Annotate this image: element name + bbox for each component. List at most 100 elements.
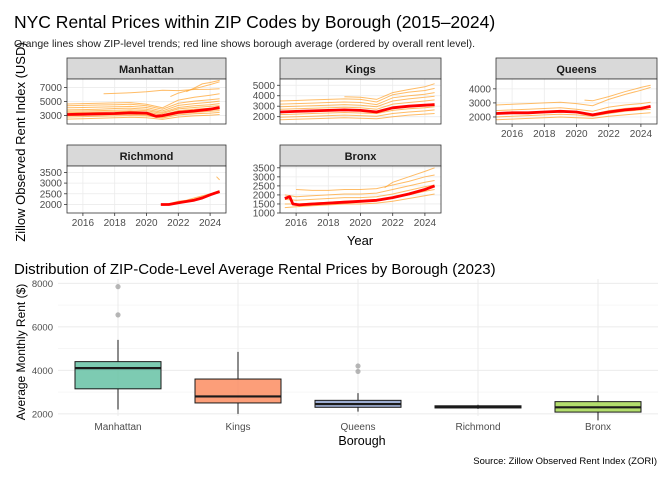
zip-trend-line xyxy=(344,83,435,100)
box-outlier-point xyxy=(115,284,121,290)
boxplot-y-tick-label: 2000 xyxy=(32,409,53,420)
facet-strip-label: Manhattan xyxy=(119,64,174,76)
facet-panel-queens: Queens 2000 3000 4000 2016 2018 2020 2022 2024 xyxy=(469,57,658,140)
zip-trend-line xyxy=(186,79,220,93)
facet-x-tick-label: 2020 xyxy=(135,218,158,229)
box-iqr xyxy=(194,378,282,404)
borough-average-line xyxy=(66,106,220,118)
zip-trend-line xyxy=(66,114,220,120)
boxplot-x-tick-label: Richmond xyxy=(455,422,500,433)
facet-x-axis-label: Year xyxy=(347,233,374,248)
facet-strip-label: Kings xyxy=(345,64,376,76)
facet-x-tick-label: 2024 xyxy=(414,218,437,229)
zip-trend-line xyxy=(279,106,435,116)
borough-average-line xyxy=(160,190,221,206)
source-caption: Source: Zillow Observed Rent Index (ZORI… xyxy=(473,456,657,467)
facet-y-tick-label: 4000 xyxy=(253,91,276,102)
zip-trend-line xyxy=(584,84,651,102)
facet-strip-label: Richmond xyxy=(120,151,174,163)
box-outlier-point xyxy=(355,368,361,375)
facet-panel-manhattan: Manhattan 3000 5000 7000 xyxy=(40,57,227,125)
borough-average-line xyxy=(495,105,651,117)
facet-y-tick-label: 3000 xyxy=(40,179,63,190)
facet-x-tick-label: 2018 xyxy=(533,129,556,140)
zip-trend-line xyxy=(279,109,435,118)
boxplot-y-tick-label: 4000 xyxy=(32,366,53,377)
facet-chart-title: NYC Rental Prices within ZIP Codes by Bo… xyxy=(14,12,495,32)
boxplot-x-tick-label: Queens xyxy=(340,422,375,433)
zip-trend-line xyxy=(66,105,220,115)
box-iqr xyxy=(74,361,162,390)
boxplot-y-axis-label: Average Monthly Rent ($) xyxy=(14,284,28,421)
facet-y-tick-label: 7000 xyxy=(40,83,63,94)
facet-panel-border xyxy=(279,78,442,125)
facet-y-tick-label: 2000 xyxy=(253,112,276,123)
facet-strip-label: Bronx xyxy=(345,151,378,163)
facet-x-tick-label: 2022 xyxy=(382,218,405,229)
zip-trend-line xyxy=(279,92,435,106)
zip-trend-line xyxy=(103,88,220,95)
zip-trend-line xyxy=(66,98,220,110)
facet-y-tick-label: 2500 xyxy=(253,181,276,192)
box-outlier-point xyxy=(115,312,121,318)
facet-y-tick-label: 1000 xyxy=(253,209,276,220)
zip-trend-line xyxy=(296,174,435,191)
zip-trend-line xyxy=(279,87,435,103)
facet-x-tick-label: 2016 xyxy=(501,129,524,140)
box-manhattan: Manhattan xyxy=(74,284,162,433)
box-richmond: Richmond xyxy=(434,404,522,433)
facet-y-tick-label: 3000 xyxy=(253,102,276,113)
facet-chart-subtitle: Orange lines show ZIP-level trends; red … xyxy=(14,38,475,50)
facet-x-tick-label: 2018 xyxy=(317,218,340,229)
zip-trend-line xyxy=(170,81,220,98)
facet-y-tick-label: 3000 xyxy=(40,111,63,122)
box-kings: Kings xyxy=(194,351,282,433)
borough-average-line xyxy=(284,184,436,207)
zip-trend-line xyxy=(495,86,651,107)
boxplot-title: Distribution of ZIP-Code-Level Average R… xyxy=(14,261,496,278)
facet-y-tick-label: 2500 xyxy=(40,189,63,200)
boxplot-y-tick-label: 6000 xyxy=(32,322,53,333)
facet-y-tick-label: 1500 xyxy=(253,199,276,210)
zip-trend-line xyxy=(284,193,435,209)
facet-y-tick-label: 5000 xyxy=(40,97,63,108)
boxplot-panel: 2000 4000 6000 8000 Manhattan Kings Queens Rich… xyxy=(32,279,658,433)
boxplot-x-tick-label: Bronx xyxy=(585,422,611,433)
facet-y-tick-label: 3000 xyxy=(469,98,492,109)
zip-trend-line xyxy=(495,101,651,112)
facet-y-tick-label: 2000 xyxy=(40,200,63,211)
box-queens: Queens xyxy=(314,363,402,433)
facet-x-tick-label: 2022 xyxy=(167,218,190,229)
facet-y-tick-label: 3500 xyxy=(253,163,276,174)
zip-trend-line xyxy=(284,184,435,201)
boxplot-y-tick-label: 8000 xyxy=(32,279,53,290)
zip-trend-line xyxy=(384,167,435,189)
facet-y-tick-label: 3500 xyxy=(40,168,63,179)
boxplot-x-tick-label: Kings xyxy=(225,422,250,433)
zip-trend-line xyxy=(279,113,435,121)
box-outlier-point xyxy=(355,363,361,369)
facet-x-tick-label: 2024 xyxy=(199,218,222,229)
zip-trend-line xyxy=(66,93,220,109)
facet-y-tick-label: 5000 xyxy=(253,81,276,92)
zip-trend-line xyxy=(216,176,220,181)
facet-x-tick-label: 2024 xyxy=(630,129,653,140)
facet-y-tick-label: 4000 xyxy=(469,84,492,95)
boxplot-x-tick-label: Manhattan xyxy=(94,422,141,433)
facet-y-axis-label: Zillow Observed Rent Index (USD) xyxy=(13,42,28,241)
facet-y-tick-label: 2000 xyxy=(469,112,492,123)
facet-x-tick-label: 2018 xyxy=(104,218,127,229)
facet-x-tick-label: 2020 xyxy=(565,129,588,140)
facet-x-tick-label: 2022 xyxy=(598,129,621,140)
zip-trend-line xyxy=(66,111,220,119)
zip-trend-line xyxy=(284,180,435,198)
facet-x-tick-label: 2020 xyxy=(349,218,372,229)
facet-x-tick-label: 2016 xyxy=(285,218,308,229)
borough-average-line xyxy=(279,103,435,114)
facet-strip-label: Queens xyxy=(556,64,596,76)
facet-panels: Manhattan300050007000Kings20003000400050… xyxy=(40,57,658,229)
zip-trend-line xyxy=(66,100,220,112)
